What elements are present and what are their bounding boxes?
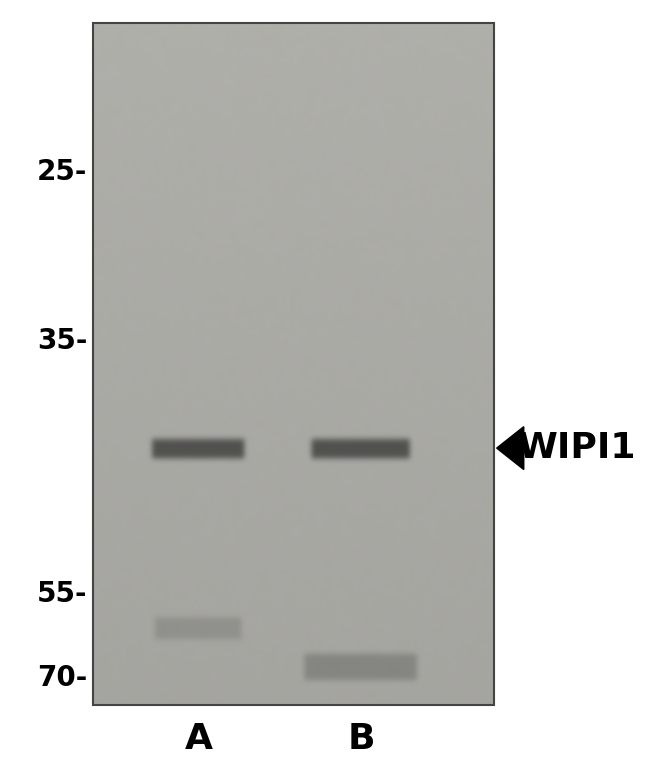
Text: WIPI1: WIPI1 bbox=[518, 431, 636, 465]
Bar bbox=[94, 23, 493, 705]
Text: 70-: 70- bbox=[37, 664, 87, 692]
Polygon shape bbox=[497, 427, 524, 470]
Text: A: A bbox=[185, 722, 213, 756]
Text: B: B bbox=[348, 722, 375, 756]
Text: 35-: 35- bbox=[37, 327, 87, 355]
Text: 55-: 55- bbox=[37, 580, 87, 607]
Text: 25-: 25- bbox=[37, 159, 87, 186]
